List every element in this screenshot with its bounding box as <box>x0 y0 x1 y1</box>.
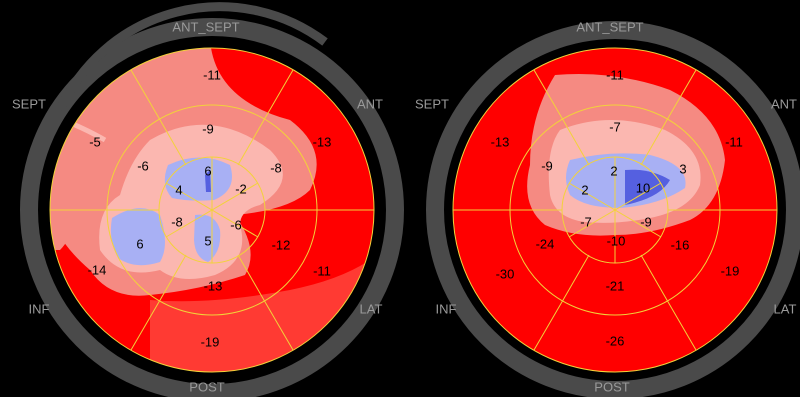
value-inner-left: 2 <box>581 182 588 197</box>
value-mid-upper-left: -6 <box>137 158 149 173</box>
bullseye-right: -11 -13 -11 -30 -19 -26 -9 -7 3 -16 -21 … <box>415 19 800 397</box>
value-mid-lower-left: -24 <box>536 236 555 251</box>
value-outer-top: -11 <box>606 67 624 82</box>
bullseye-left: -11 -5 -13 -14 -11 -19 -6 -9 -8 -12 -13 … <box>12 2 404 397</box>
value-inner-bottom: -10 <box>607 233 626 248</box>
value-inner-bottom: 5 <box>204 233 211 248</box>
ring-echo <box>55 2 328 112</box>
value-inner-right: -2 <box>235 181 247 196</box>
value-mid-lower-right: -12 <box>272 237 291 252</box>
value-mid-lower-right: -16 <box>671 237 690 252</box>
segment-grid <box>452 47 778 373</box>
wall-label-sept: SEPT <box>12 96 46 111</box>
wall-label-post: POST <box>594 379 629 394</box>
value-inner-top: 6 <box>204 163 211 178</box>
value-outer-lower-left: -14 <box>88 262 107 277</box>
segment-values: -11 -13 -11 -30 -19 -26 -9 -7 3 -16 -21 … <box>491 67 743 348</box>
wall-label-ant: ANT <box>771 96 797 111</box>
value-mid-upper-right: 3 <box>679 161 686 176</box>
wall-label-lat: LAT <box>774 301 797 316</box>
value-outer-upper-left: -5 <box>89 134 101 149</box>
value-outer-upper-left: -13 <box>491 134 510 149</box>
value-inner-lower-right: -6 <box>230 217 242 232</box>
wall-label-ant: ANT <box>357 96 383 111</box>
value-mid-lower-left: 6 <box>136 236 143 251</box>
value-inner-right: 10 <box>636 180 650 195</box>
wall-label-inf: INF <box>436 301 457 316</box>
value-inner-top: 2 <box>610 163 617 178</box>
outer-ring <box>20 18 404 397</box>
value-outer-bottom: -19 <box>201 334 220 349</box>
value-mid-bottom: -13 <box>204 278 223 293</box>
wall-label-post: POST <box>189 379 224 394</box>
wall-labels-right: ANT_SEPT SEPT ANT INF LAT POST <box>415 19 797 394</box>
value-mid-upper-left: -9 <box>541 158 553 173</box>
value-mid-bottom: -21 <box>606 278 625 293</box>
value-inner-lower-left: -7 <box>580 214 592 229</box>
value-mid-top: -9 <box>202 121 214 136</box>
value-inner-lower-left: -8 <box>171 214 183 229</box>
outer-ring <box>426 21 800 397</box>
segment-grid <box>49 47 375 373</box>
value-outer-upper-right: -13 <box>313 134 332 149</box>
value-outer-top: -11 <box>203 67 221 82</box>
value-inner-lower-right: -9 <box>640 214 652 229</box>
wall-label-ant-sept: ANT_SEPT <box>172 19 239 34</box>
wall-labels-left: ANT_SEPT SEPT ANT INF LAT POST <box>12 19 383 394</box>
wall-label-ant-sept: ANT_SEPT <box>576 19 643 34</box>
wall-label-inf: INF <box>29 301 50 316</box>
value-outer-lower-right: -19 <box>721 263 740 278</box>
value-outer-upper-right: -11 <box>725 134 743 149</box>
value-mid-top: -7 <box>609 119 621 134</box>
value-outer-bottom: -26 <box>606 333 625 348</box>
value-outer-lower-left: -30 <box>496 266 515 281</box>
value-mid-upper-right: -8 <box>270 160 282 175</box>
value-inner-left: 4 <box>175 182 182 197</box>
wall-label-sept: SEPT <box>415 96 449 111</box>
wall-label-lat: LAT <box>360 301 383 316</box>
value-outer-lower-right: -11 <box>313 263 331 278</box>
segment-values: -11 -5 -13 -14 -11 -19 -6 -9 -8 -12 -13 … <box>88 67 332 349</box>
